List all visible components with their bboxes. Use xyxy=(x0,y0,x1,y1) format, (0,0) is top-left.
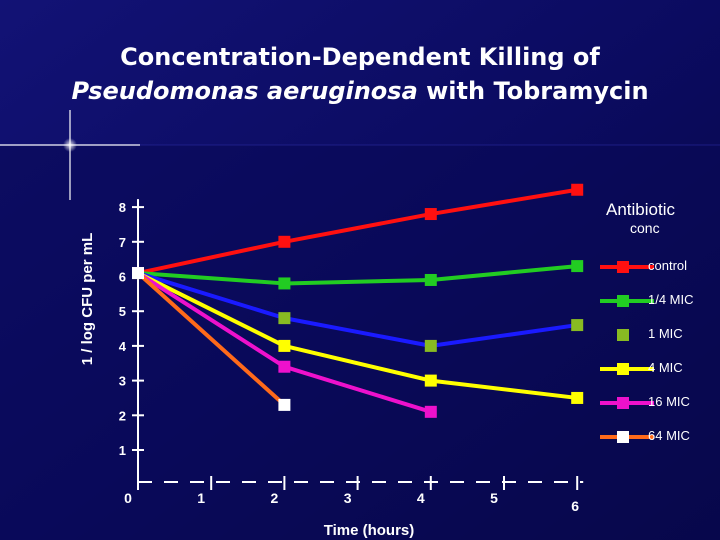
y-tick-label: 4 xyxy=(119,339,127,354)
legend-marker xyxy=(617,295,629,307)
sparkle-icon xyxy=(63,138,77,152)
legend-label: 16 MIC xyxy=(648,394,690,409)
title-organism: Pseudomonas aeruginosa xyxy=(71,77,418,105)
series-line-0 xyxy=(137,187,578,275)
data-point-1-3 xyxy=(571,260,584,273)
legend-marker xyxy=(617,397,629,409)
y-tick-label: 1 xyxy=(119,443,126,458)
legend-item-5: 64 MIC xyxy=(540,427,710,447)
legend-item-3: 4 MIC xyxy=(540,359,710,379)
x-tick-label: 0 xyxy=(124,490,132,506)
legend-subtitle: conc xyxy=(630,220,660,236)
series-line-3 xyxy=(137,271,578,400)
legend-item-4: 16 MIC xyxy=(540,393,710,413)
data-point-2-3 xyxy=(571,319,584,332)
x-tick-label: 1 xyxy=(197,490,205,506)
legend-label: 1/4 MIC xyxy=(648,292,694,307)
y-tick-label: 7 xyxy=(119,235,126,250)
y-tick-label: 6 xyxy=(119,270,126,285)
series-line-1 xyxy=(137,264,578,286)
y-tick-label: 3 xyxy=(119,374,126,389)
data-point-3-3 xyxy=(571,391,584,404)
legend-title: Antibiotic xyxy=(606,200,675,219)
data-point-4-1 xyxy=(278,360,291,373)
x-tick-label: 4 xyxy=(417,490,425,506)
y-axis-label: 1 / log CFU per mL xyxy=(79,233,96,366)
x-axis-label: Time (hours) xyxy=(324,522,415,539)
legend-marker xyxy=(617,329,629,341)
series-line-2 xyxy=(137,271,578,348)
legend-label: 64 MIC xyxy=(648,428,690,443)
series-lines xyxy=(136,187,578,414)
y-tick-label: 5 xyxy=(119,304,126,319)
title-line-1: Concentration-Dependent Killing of xyxy=(120,43,600,71)
legend-label: control xyxy=(648,258,688,273)
data-point-3-2 xyxy=(424,374,437,387)
data-point-0-2 xyxy=(424,208,437,221)
data-point-1-2 xyxy=(424,273,437,286)
legend-marker xyxy=(617,261,629,273)
data-point-0-3 xyxy=(571,183,584,196)
legend-marker xyxy=(617,363,629,375)
data-point-3-1 xyxy=(278,339,291,352)
data-point-2-1 xyxy=(278,312,291,325)
y-tick-label: 8 xyxy=(119,200,126,215)
legend-marker xyxy=(617,431,629,443)
legend-item-1: 1/4 MIC xyxy=(540,291,710,311)
legend: Antibiotic conc control 1/4 MIC 1 MIC 4 MIC… xyxy=(540,200,710,450)
data-point-0-1 xyxy=(278,235,291,248)
x-tick-label: 2 xyxy=(271,490,279,506)
legend-item-0: control xyxy=(540,257,710,277)
x-tick-label: 6 xyxy=(571,498,579,514)
x-tick-label: 5 xyxy=(490,490,498,506)
legend-label: 4 MIC xyxy=(648,360,683,375)
x-tick-label: 3 xyxy=(344,490,352,506)
data-point-5-0 xyxy=(132,267,144,280)
data-point-2-2 xyxy=(424,339,437,352)
y-tick-label: 2 xyxy=(119,408,126,423)
title-line-2: Pseudomonas aeruginosa with Tobramycin xyxy=(0,74,720,108)
data-point-1-1 xyxy=(278,277,291,290)
title-rest: with Tobramycin xyxy=(417,77,649,105)
series-markers xyxy=(132,183,584,418)
page-title: Concentration-Dependent Killing of Pseud… xyxy=(0,40,720,108)
legend-item-2: 1 MIC xyxy=(540,325,710,345)
series-line-5 xyxy=(136,271,286,407)
data-point-5-1 xyxy=(278,398,291,411)
axes: 1 2 3 4 5 6 7 8 0 1 2 3 4 5 6 xyxy=(119,199,584,514)
data-point-4-2 xyxy=(424,405,437,418)
legend-label: 1 MIC xyxy=(648,326,683,341)
